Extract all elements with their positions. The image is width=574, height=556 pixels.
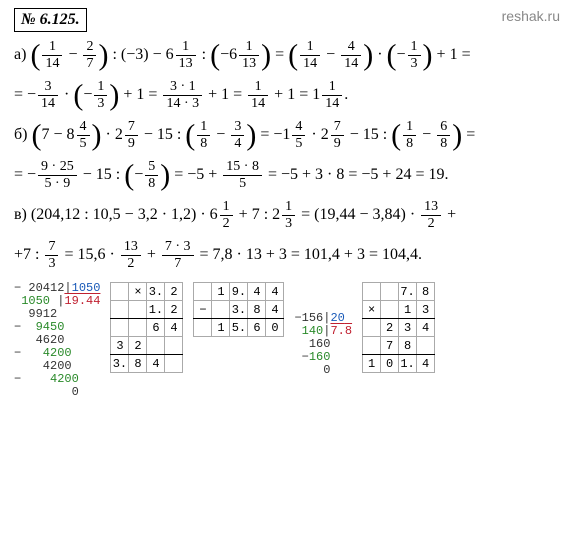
mult-table-1: ×3.21.264323.84 bbox=[110, 282, 183, 373]
long-division-2: −156|20 140|7.8 160 −160 0 bbox=[294, 312, 352, 377]
calculations: − 20412|1050 1050 |19.44 9912 − 9450 462… bbox=[14, 282, 560, 399]
long-division-1: − 20412|1050 1050 |19.44 9912 − 9450 462… bbox=[14, 282, 100, 399]
part-b-line2: = −9 · 255 · 9 − 15 : (−58) = −5 + 15 · … bbox=[14, 158, 560, 192]
problem-number: № 6.125. bbox=[14, 8, 87, 32]
part-b-line1: б) (7 − 845) · 279 − 15 : (18 − 34) = −1… bbox=[14, 118, 560, 152]
part-a-line2: = −314 · (−13) + 1 = 3 · 114 · 3 + 1 = 1… bbox=[14, 78, 560, 112]
mult-table-2: 7.8×1323478101.4 bbox=[362, 282, 435, 373]
part-c-line2: +7 : 73 = 15,6 · 132 + 7 · 37 = 7,8 · 13… bbox=[14, 238, 560, 272]
header: № 6.125. reshak.ru bbox=[14, 8, 560, 32]
site-watermark: reshak.ru bbox=[502, 8, 560, 24]
part-c-line1: в) (204,12 : 10,5 − 3,2 · 1,2) · 612 + 7… bbox=[14, 198, 560, 232]
part-a-line1: а) (114 − 27) : (−3) − 6113 : (−6113) = … bbox=[14, 38, 560, 72]
sub-table-1: 19.44−3.8415.60 bbox=[193, 282, 284, 337]
